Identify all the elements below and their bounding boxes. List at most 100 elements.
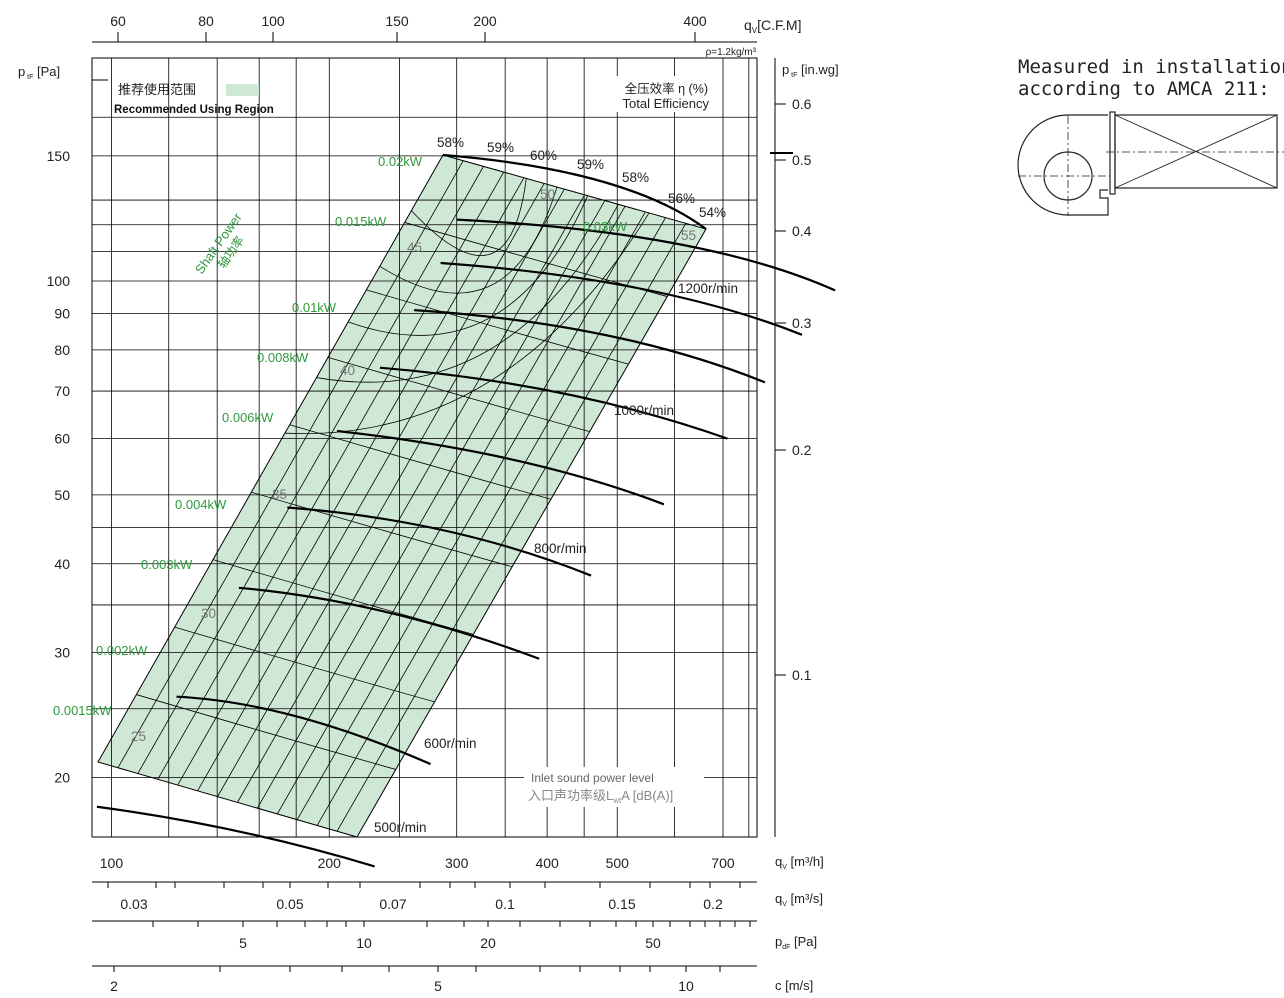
- shaft-power-line: [276, 206, 626, 815]
- y-pa-tick: 100: [47, 273, 71, 289]
- efficiency-cn: 全压效率 η (%): [625, 81, 708, 96]
- shaft-power-label: 0.01kW: [292, 300, 337, 315]
- sound-cn: 入口声功率级L: [528, 788, 613, 803]
- shaft-power-line: [257, 200, 606, 809]
- shaft-power-line: [137, 166, 484, 774]
- x-m3s-tick: 0.07: [379, 896, 406, 912]
- outlet-duct: [1114, 114, 1278, 189]
- shaft-power-line: [296, 211, 646, 820]
- x-cfm-axis-title: qV[C.F.M]: [744, 17, 801, 35]
- amca-note: Measured in installation Baccording to A…: [1018, 56, 1284, 100]
- shaft-power-line: [177, 177, 525, 786]
- speed-curve: [287, 506, 592, 577]
- shaft-power-line: [237, 194, 585, 803]
- sound-unit: A [dB(A)]: [621, 788, 673, 803]
- shaft-power-label: 0.002kW: [96, 643, 148, 658]
- y-pa-axis-title: p tF [Pa]: [18, 64, 60, 81]
- shaft-power-line: [197, 183, 545, 792]
- x-cfm-tick: 100: [261, 13, 285, 29]
- speed-label: 1000r/min: [614, 403, 674, 418]
- legend-region-cn: 推荐使用范围: [118, 82, 196, 97]
- shaft-power-label: 0.004kW: [175, 497, 227, 512]
- speed-curve: [176, 695, 431, 766]
- sound-legend: Inlet sound power level 入口声功率级LwtA [dB(A…: [524, 767, 704, 807]
- shaft-power-label: 0.0015kW: [53, 703, 112, 718]
- x-pdf-tick: 20: [480, 935, 496, 951]
- sound-level-label: 35: [272, 487, 287, 502]
- shaft-power-line: [157, 171, 505, 780]
- sound-cn-label: 入口声功率级LwtA [dB(A)]: [528, 788, 673, 805]
- x-pdf-tick: 50: [645, 935, 661, 951]
- y-pa-tick: 150: [47, 148, 71, 164]
- shaft-power-line: [117, 160, 464, 768]
- y-pa-tick: 20: [54, 770, 70, 786]
- speed-curve: [336, 429, 665, 506]
- sound-level-line: [289, 424, 551, 500]
- efficiency-arc: [411, 178, 527, 257]
- speed-curve: [238, 586, 540, 660]
- sound-level-line: [366, 289, 629, 365]
- x-c-tick: 5: [434, 978, 442, 994]
- axes: 20 30 40 50 60 70 80 90 100 150 p tF [Pa] 0.1 0.2 0.3…: [18, 13, 839, 994]
- y-pa-tick: 70: [54, 383, 70, 399]
- y-pa-tick: 60: [54, 431, 70, 447]
- efficiency-label: 58%: [437, 135, 464, 150]
- legend-region-swatch: [226, 84, 259, 96]
- speed-curve: [96, 805, 375, 868]
- efficiency-label: 56%: [668, 191, 695, 206]
- x-m3s-tick: 0.2: [703, 896, 723, 912]
- y-inwg-axis-title: p tF [in.wg]: [782, 62, 839, 79]
- efficiency-label: 58%: [622, 170, 649, 185]
- recommended-region: [97, 154, 707, 838]
- chart-labels: 500r/min 600r/min 800r/min 1000r/min 1200r/m…: [53, 135, 738, 835]
- shaft-power-label: 0.008kW: [257, 350, 309, 365]
- y-pa-tick: 90: [54, 306, 70, 322]
- sound-level-line: [174, 626, 435, 703]
- y-inwg-tick: 0.1: [792, 667, 812, 683]
- sound-sub: wt: [612, 796, 622, 805]
- x-cfm-tick: 400: [683, 13, 707, 29]
- efficiency-label: 60%: [530, 148, 557, 163]
- speed-curve: [379, 366, 728, 440]
- amca-diagram: [1017, 111, 1284, 216]
- sound-en: Inlet sound power level: [531, 771, 654, 785]
- sound-level-label: 30: [201, 606, 216, 621]
- speed-curve: [414, 309, 766, 384]
- amca-note-line1: Measured in installation B: [1018, 56, 1284, 78]
- x-cfm-tick: 60: [110, 13, 126, 29]
- sound-level-label: 40: [340, 363, 355, 378]
- x-m3h-tick: 200: [318, 855, 342, 871]
- speed-label: 800r/min: [534, 541, 587, 556]
- shaft-power-line: [336, 223, 687, 832]
- efficiency-arc: [379, 186, 558, 294]
- x-m3s-axis-title: qV [m³/s]: [775, 891, 823, 908]
- shaft-power-label: 0.02kW: [378, 154, 423, 169]
- sound-level-line: [327, 356, 590, 433]
- density-note: ρ=1.2kg/m³: [706, 47, 757, 58]
- x-c-tick: 10: [678, 978, 694, 994]
- shaft-power-legend: Shaft Power 轴功率: [192, 210, 247, 277]
- y-pa-tick: 80: [54, 342, 70, 358]
- efficiency-top-arc: [442, 153, 707, 230]
- x-pdf-axis-title: pdF [Pa]: [775, 934, 817, 951]
- shaft-power-label: 0.015kW: [335, 214, 387, 229]
- x-m3s-tick: 0.05: [276, 896, 303, 912]
- efficiency-en: Total Efficiency: [623, 96, 710, 111]
- x-c-axis-title: c [m/s]: [775, 978, 813, 993]
- x-pdf-tick: 5: [239, 935, 247, 951]
- x-cfm-tick: 150: [385, 13, 409, 29]
- x-cfm-tick: 200: [473, 13, 497, 29]
- legend-box: 推荐使用范围 Recommended Using Region: [92, 79, 274, 116]
- x-m3s-tick: 0.15: [608, 896, 635, 912]
- sound-level-label: 55: [681, 228, 696, 243]
- amca-note-line2: according to AMCA 211:: [1018, 78, 1270, 100]
- speed-label: 600r/min: [424, 736, 477, 751]
- y-pa-tick: 50: [54, 487, 70, 503]
- sound-level-label: 45: [407, 240, 422, 255]
- x-m3s-tick: 0.1: [495, 896, 515, 912]
- y-inwg-tick: 0.3: [792, 315, 812, 331]
- x-m3h-tick: 300: [445, 855, 469, 871]
- efficiency-label: 54%: [699, 205, 726, 220]
- speed-curve: [456, 218, 836, 292]
